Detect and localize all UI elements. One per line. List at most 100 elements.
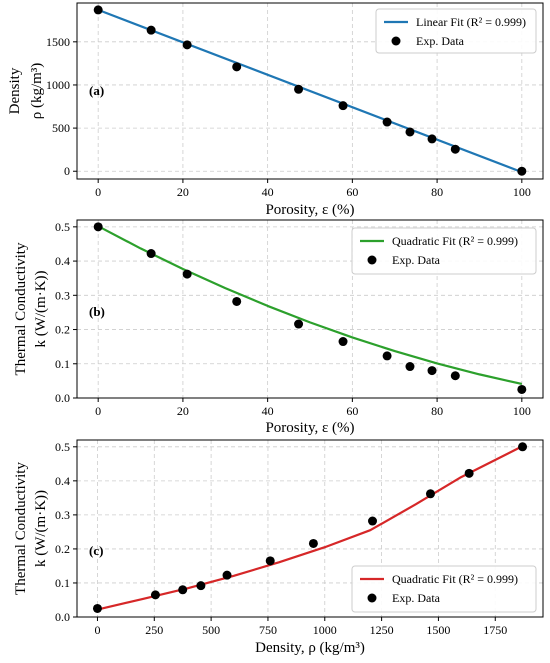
y-tick-label: 0.5 [55, 220, 70, 234]
x-tick-label: 100 [513, 404, 531, 418]
x-tick-label: 40 [262, 185, 274, 199]
legend-entry-label: Linear Fit (R² = 0.999) [416, 15, 526, 29]
data-point [146, 25, 156, 35]
legend-marker-swatch [367, 255, 377, 265]
fit-line [97, 225, 523, 386]
data-point [232, 296, 242, 306]
y-tick-label: 0.0 [55, 391, 70, 405]
data-point [338, 101, 348, 111]
data-point [338, 337, 348, 347]
data-point [93, 5, 103, 15]
legend-box [351, 565, 537, 613]
y-tick-label: 0.3 [55, 508, 70, 522]
y-tick-label: 0.3 [55, 288, 70, 302]
data-point [427, 134, 437, 144]
x-tick-label: 80 [431, 185, 443, 199]
data-point [405, 362, 415, 372]
chart-panel-2: 0 20 40 60 80 100 0.0 0.1 0.2 0.3 0.4 0.5 Porosity, … [13, 219, 544, 436]
y-tick-label: 0.4 [55, 474, 70, 488]
x-tick-label: 0 [95, 185, 101, 199]
y-axis-label-line: ρ (kg/m³) [29, 63, 45, 120]
x-tick-label: 0 [94, 623, 100, 637]
legend-entry-label: Quadratic Fit (R² = 0.999) [392, 572, 518, 586]
x-tick-label: 1250 [370, 623, 394, 637]
y-axis-label-line: k (W/(m·K)) [33, 490, 49, 567]
plot-frame [76, 2, 544, 180]
data-point [222, 570, 232, 580]
data-point [464, 468, 474, 478]
legend-box [351, 227, 537, 275]
data-point [450, 144, 460, 154]
plot-frame [76, 439, 544, 618]
x-tick-label: 1500 [426, 623, 450, 637]
y-tick-label: 0 [64, 164, 70, 178]
data-point [517, 166, 527, 176]
data-point [518, 442, 528, 452]
data-point [196, 581, 206, 591]
legend-entry-label: Exp. Data [392, 253, 441, 267]
x-tick-label: 1750 [483, 623, 507, 637]
y-tick-label: 0.1 [55, 576, 70, 590]
x-axis-label: Porosity, ε (%) [265, 202, 354, 218]
y-tick-label: 0.2 [55, 323, 70, 337]
x-tick-label: 20 [177, 404, 189, 418]
panel-label: (b) [89, 304, 105, 319]
data-point [92, 603, 102, 613]
plot-frame [76, 219, 544, 399]
data-point [294, 319, 304, 329]
x-tick-label: 100 [513, 185, 531, 199]
panel-label: (a) [89, 83, 104, 98]
data-point [405, 127, 415, 137]
data-point [427, 366, 437, 376]
legend-box [375, 8, 537, 54]
y-tick-label: 1500 [46, 35, 70, 49]
y-tick-label: 0.2 [55, 542, 70, 556]
data-point [93, 222, 103, 232]
data-point [265, 556, 275, 566]
x-axis-label: Porosity, ε (%) [265, 420, 354, 436]
data-point [382, 117, 392, 127]
y-tick-label: 500 [52, 121, 70, 135]
y-tick-label: 0.4 [55, 254, 70, 268]
data-point [294, 84, 304, 94]
legend-entry-label: Quadratic Fit (R² = 0.999) [392, 234, 518, 248]
x-tick-label: 20 [177, 185, 189, 199]
data-point [517, 384, 527, 394]
chart-panel-3: 0 250 500 750 1000 1250 1500 1750 0.0 0.1 0.2 0.3 0.… [13, 439, 544, 656]
data-point [232, 62, 242, 72]
y-axis-label-line: Density [7, 67, 23, 114]
legend-marker-swatch [367, 593, 377, 603]
x-tick-label: 250 [145, 623, 163, 637]
fit-line [97, 8, 523, 174]
data-point [382, 351, 392, 361]
data-point [308, 538, 318, 548]
data-point [425, 489, 435, 499]
y-axis-label-line: k (W/(m·K)) [33, 270, 49, 347]
x-axis-label: Density, ρ (kg/m³) [255, 640, 365, 656]
y-tick-label: 0.0 [55, 610, 70, 624]
x-tick-label: 1000 [313, 623, 337, 637]
x-tick-label: 60 [346, 404, 358, 418]
y-tick-label: 0.5 [55, 440, 70, 454]
legend: Quadratic Fit (R² = 0.999) Exp. Data [351, 565, 537, 613]
data-point [150, 590, 160, 600]
x-tick-label: 750 [259, 623, 277, 637]
x-tick-label: 80 [431, 404, 443, 418]
data-point [368, 516, 378, 526]
y-axis-label-line: Thermal Conductivity [13, 242, 29, 375]
y-tick-label: 0.1 [55, 357, 70, 371]
data-point [146, 249, 156, 259]
x-tick-label: 60 [346, 185, 358, 199]
y-axis-label-line: Thermal Conductivity [13, 462, 29, 595]
legend-marker-swatch [391, 36, 401, 46]
x-tick-label: 40 [262, 404, 274, 418]
data-point [182, 40, 192, 50]
legend-entry-label: Exp. Data [416, 34, 465, 48]
fit-line [97, 445, 524, 611]
x-tick-label: 500 [202, 623, 220, 637]
data-point [178, 585, 188, 595]
legend: Quadratic Fit (R² = 0.999) Exp. Data [351, 227, 537, 275]
data-point [450, 371, 460, 381]
